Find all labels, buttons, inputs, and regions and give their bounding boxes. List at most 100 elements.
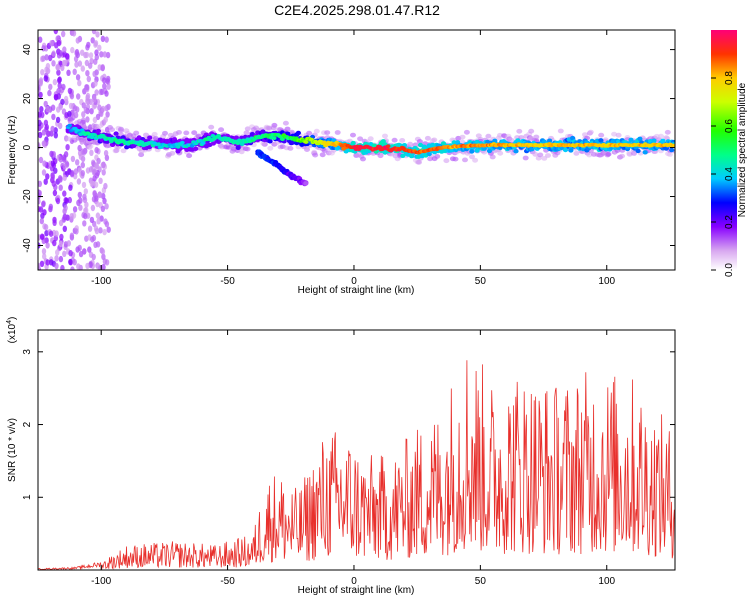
spectrogram-noise-point — [69, 232, 75, 239]
spectrogram-noise-point — [54, 255, 59, 262]
spectrogram-noise-point — [51, 50, 56, 57]
spectrogram-band-point — [513, 149, 519, 154]
spectrogram-halo-point — [462, 157, 468, 163]
spectrogram-halo-point — [306, 130, 313, 136]
spectrogram-noise-point — [97, 104, 102, 111]
spectrogram-ridge-point — [239, 142, 245, 146]
spectrogram-noise-point — [91, 253, 96, 261]
snr-y-tick-label: 3 — [22, 349, 33, 355]
spectrogram-noise-point — [53, 132, 58, 139]
spectrogram-halo-point — [282, 120, 289, 126]
spectrogram-noise-point — [48, 203, 53, 210]
spectrogram-noise-point — [105, 51, 111, 59]
spectrogram-halo-point — [270, 125, 277, 131]
snr-x-axis-title: Height of straight line (km) — [298, 585, 415, 596]
spectrogram-y-tick-label: 40 — [22, 44, 33, 56]
spectrogram-marks — [38, 30, 675, 270]
spectrogram-noise-point — [66, 69, 71, 77]
spectrogram-halo-point — [459, 134, 466, 140]
spectrogram-x-tick-label: -50 — [220, 276, 235, 287]
spectrogram-halo-point — [80, 119, 86, 125]
spectrogram-noise-point — [103, 150, 109, 157]
spectrogram-noise-point — [105, 77, 110, 85]
spectrogram-noise-point — [56, 106, 61, 113]
spectrogram-x-tick-label: 50 — [475, 276, 487, 287]
spectrogram-noise-point — [80, 170, 86, 177]
spectrogram-noise-point — [67, 87, 73, 95]
colorbar-tick-label: 0.6 — [724, 119, 735, 133]
spectrogram-noise-point — [92, 116, 98, 124]
spectrogram-noise-point — [61, 30, 66, 38]
spectrogram-noise-point — [101, 169, 106, 176]
spectrogram-noise-point — [71, 30, 77, 37]
spectrogram-halo-point — [615, 132, 622, 138]
spectrogram-noise-point — [53, 94, 59, 101]
spectrogram-noise-point — [104, 90, 109, 97]
spectrogram-halo-point — [133, 130, 140, 136]
spectrogram-noise-point — [95, 31, 100, 38]
spectrogram-halo-point — [367, 136, 374, 142]
spectrogram-noise-point — [70, 155, 76, 163]
spectrogram-noise-point — [52, 239, 57, 247]
spectrogram-noise-point — [81, 111, 86, 118]
spectrogram-halo-point — [260, 141, 267, 147]
spectrogram-noise-point — [42, 209, 47, 216]
spectrogram-band-point — [440, 141, 447, 146]
spectrogram-halo-point — [97, 123, 103, 129]
spectrogram-noise-point — [41, 169, 47, 176]
spectrogram-noise-point — [38, 262, 41, 269]
spectrogram-noise-point — [44, 230, 49, 237]
spectrogram-noise-point — [93, 40, 99, 47]
spectrogram-noise-point — [44, 54, 49, 61]
spectrogram-y-tick-label: -20 — [22, 189, 33, 204]
spectrogram-noise-point — [52, 219, 57, 226]
spectrogram-halo-point — [463, 129, 470, 135]
spectrogram-noise-point — [89, 149, 94, 156]
spectrogram-noise-point — [85, 84, 90, 91]
spectrogram-noise-point — [75, 246, 80, 253]
spectrogram-noise-point — [52, 78, 58, 86]
colorbar-tick-label: 0.8 — [724, 71, 735, 85]
spectrogram-halo-point — [67, 117, 74, 122]
spectrogram-ridge-point — [139, 140, 145, 145]
spectrogram-noise-point — [38, 198, 41, 205]
spectrogram-noise-point — [62, 250, 67, 257]
spectrogram-noise-point — [43, 224, 49, 231]
spectrogram-noise-point — [86, 75, 92, 83]
spectrogram-halo-point — [151, 131, 158, 137]
spectrogram-band-point — [642, 150, 648, 155]
snr-frame — [37, 329, 676, 571]
spectrogram-band-point — [570, 135, 576, 141]
spectrogram-noise-point — [38, 119, 42, 127]
spectrogram-noise-point — [83, 207, 88, 214]
spectrogram-noise-point — [62, 225, 67, 232]
spectrogram-halo-point — [183, 130, 190, 136]
spectrogram-halo-point — [443, 158, 450, 164]
spectrogram-band-point — [547, 138, 553, 143]
spectrogram-noise-point — [84, 201, 89, 208]
spectrogram-noise-point — [38, 131, 43, 139]
spectrogram-noise-point — [58, 184, 63, 191]
spectrogram-band-point — [651, 138, 657, 143]
spectrogram-ridge-point — [280, 137, 285, 141]
spectrogram-noise-point — [100, 205, 106, 212]
spectrogram-noise-point — [62, 174, 67, 181]
spectrogram-noise-point — [103, 116, 108, 123]
spectrogram-noise-point — [49, 150, 54, 158]
spectrogram-noise-point — [38, 192, 41, 200]
spectrogram-halo-point — [313, 128, 320, 134]
spectrogram-noise-point — [88, 166, 94, 173]
spectrogram-halo-point — [324, 130, 331, 136]
spectrogram-noise-point — [41, 140, 46, 147]
spectrogram-noise-point — [75, 106, 80, 113]
spectrogram-y-axis-title: Frequency (Hz) — [7, 116, 18, 185]
spectrogram-x-tick-label: 100 — [598, 276, 615, 287]
spectrogram-ridge-point — [303, 140, 309, 144]
spectrogram-noise-point — [53, 167, 58, 174]
spectrogram-noise-point — [96, 218, 101, 225]
spectrogram-band-point — [637, 136, 643, 141]
spectrogram-noise-point — [90, 204, 96, 212]
spectrogram-noise-point — [80, 161, 86, 169]
spectrogram-noise-point — [94, 54, 100, 61]
spectrogram-halo-point — [557, 128, 564, 134]
